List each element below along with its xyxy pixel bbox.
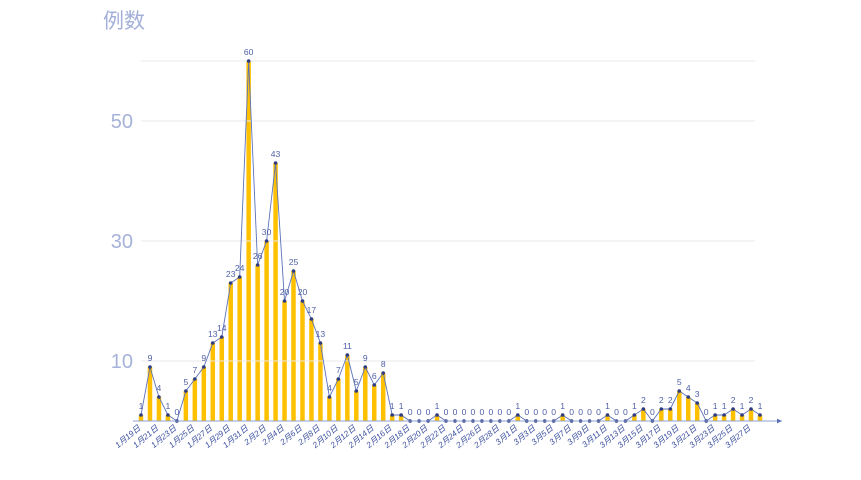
svg-text:3: 3 (695, 389, 700, 399)
svg-text:7: 7 (192, 365, 197, 375)
svg-text:20: 20 (298, 287, 308, 297)
svg-text:5: 5 (677, 377, 682, 387)
svg-text:0: 0 (174, 407, 179, 417)
svg-text:0: 0 (569, 407, 574, 417)
svg-text:0: 0 (623, 407, 628, 417)
svg-text:43: 43 (271, 149, 281, 159)
svg-text:0: 0 (480, 407, 485, 417)
svg-text:17: 17 (307, 305, 317, 315)
svg-text:9: 9 (363, 353, 368, 363)
svg-text:9: 9 (201, 353, 206, 363)
svg-text:24: 24 (235, 263, 245, 273)
svg-text:1: 1 (713, 401, 718, 411)
svg-text:2: 2 (641, 395, 646, 405)
svg-text:4: 4 (327, 383, 332, 393)
svg-text:2: 2 (749, 395, 754, 405)
svg-text:0: 0 (533, 407, 538, 417)
svg-text:1: 1 (166, 401, 171, 411)
svg-text:10: 10 (111, 351, 133, 373)
svg-text:0: 0 (444, 407, 449, 417)
svg-text:1: 1 (139, 401, 144, 411)
svg-text:1: 1 (435, 401, 440, 411)
svg-text:0: 0 (471, 407, 476, 417)
svg-text:13: 13 (316, 329, 326, 339)
svg-text:25: 25 (289, 257, 299, 267)
svg-text:例数: 例数 (103, 10, 145, 33)
svg-text:30: 30 (262, 227, 272, 237)
svg-text:0: 0 (506, 407, 511, 417)
svg-text:0: 0 (497, 407, 502, 417)
svg-text:0: 0 (453, 407, 458, 417)
svg-text:7: 7 (336, 365, 341, 375)
svg-text:6: 6 (372, 371, 377, 381)
svg-text:0: 0 (417, 407, 422, 417)
svg-text:1: 1 (515, 401, 520, 411)
svg-text:0: 0 (462, 407, 467, 417)
svg-text:2: 2 (659, 395, 664, 405)
svg-text:1: 1 (632, 401, 637, 411)
svg-text:1: 1 (740, 401, 745, 411)
svg-text:0: 0 (650, 407, 655, 417)
svg-text:1: 1 (605, 401, 610, 411)
svg-text:1: 1 (758, 401, 763, 411)
svg-text:20: 20 (280, 287, 290, 297)
svg-text:8: 8 (381, 359, 386, 369)
svg-text:0: 0 (587, 407, 592, 417)
svg-text:0: 0 (408, 407, 413, 417)
svg-text:26: 26 (253, 251, 263, 261)
svg-text:9: 9 (148, 353, 153, 363)
svg-text:4: 4 (686, 383, 691, 393)
svg-text:2: 2 (668, 395, 673, 405)
svg-text:0: 0 (488, 407, 493, 417)
svg-text:0: 0 (542, 407, 547, 417)
svg-text:60: 60 (244, 47, 254, 57)
svg-text:1: 1 (390, 401, 395, 411)
svg-text:11: 11 (343, 341, 352, 351)
svg-text:0: 0 (578, 407, 583, 417)
svg-text:1: 1 (560, 401, 565, 411)
svg-text:4: 4 (157, 383, 162, 393)
svg-text:2: 2 (731, 395, 736, 405)
svg-text:5: 5 (183, 377, 188, 387)
svg-text:0: 0 (524, 407, 529, 417)
svg-text:1: 1 (722, 401, 727, 411)
svg-text:0: 0 (426, 407, 431, 417)
svg-text:30: 30 (111, 231, 133, 253)
svg-text:5: 5 (354, 377, 359, 387)
svg-text:1: 1 (399, 401, 404, 411)
svg-text:14: 14 (217, 323, 227, 333)
svg-text:50: 50 (111, 111, 133, 133)
svg-text:0: 0 (551, 407, 556, 417)
svg-text:0: 0 (704, 407, 709, 417)
svg-text:0: 0 (596, 407, 601, 417)
svg-text:0: 0 (614, 407, 619, 417)
